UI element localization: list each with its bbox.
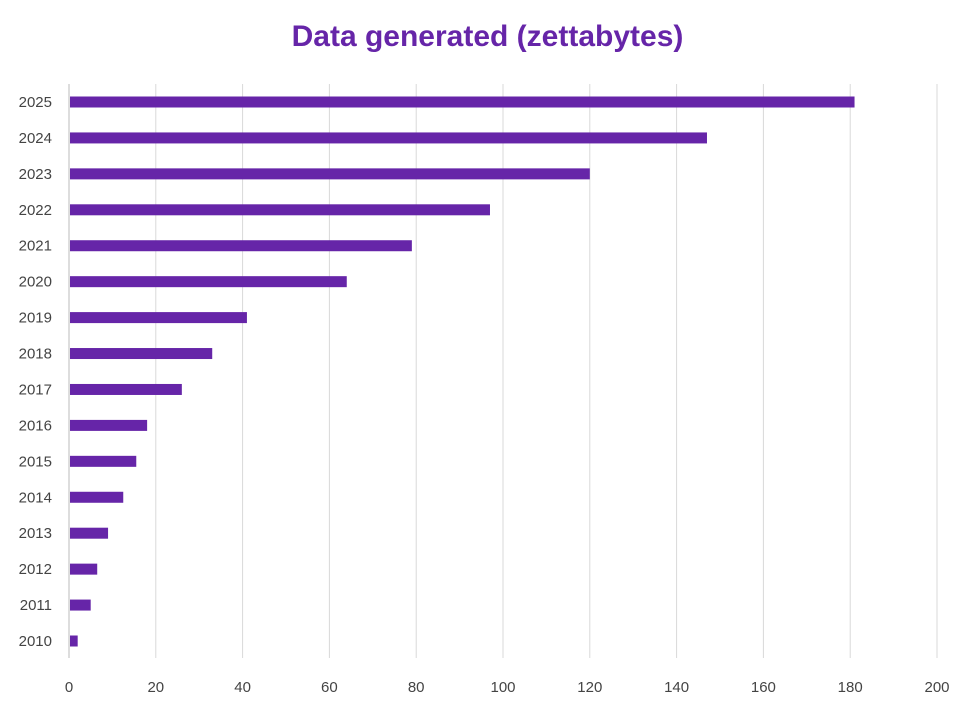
y-tick-label: 2020 (19, 274, 52, 291)
y-tick-label: 2023 (19, 166, 52, 183)
y-tick-label: 2018 (19, 346, 52, 363)
x-tick-label: 140 (664, 679, 689, 696)
x-tick-label: 60 (321, 679, 338, 696)
bar-2021 (70, 240, 412, 252)
y-tick-label: 2012 (19, 561, 52, 578)
y-tick-label: 2014 (19, 489, 52, 506)
y-tick-label: 2022 (19, 202, 52, 219)
y-tick-label: 2025 (19, 94, 52, 111)
y-tick-label: 2016 (19, 417, 52, 434)
x-tick-label: 160 (751, 679, 776, 696)
bar-2011 (70, 599, 91, 611)
chart-title: Data generated (zettabytes) (291, 20, 684, 53)
x-tick-label: 180 (838, 679, 863, 696)
bar-2012 (70, 563, 98, 575)
x-tick-label: 40 (234, 679, 251, 696)
y-tick-label: 2019 (19, 310, 52, 327)
y-tick-label: 2015 (19, 453, 52, 470)
bar-2013 (70, 527, 109, 539)
bar-2025 (70, 96, 855, 108)
y-tick-label: 2024 (19, 130, 52, 147)
x-tick-label: 20 (147, 679, 164, 696)
x-tick-label: 100 (490, 679, 515, 696)
bar-2016 (70, 419, 148, 431)
y-tick-label: 2010 (19, 633, 52, 650)
bar-2017 (70, 383, 182, 395)
bar-2023 (70, 168, 590, 180)
bar-2024 (70, 132, 707, 144)
x-tick-label: 120 (577, 679, 602, 696)
x-tick-label: 200 (924, 679, 949, 696)
x-tick-label: 80 (408, 679, 425, 696)
y-tick-label: 2021 (19, 238, 52, 255)
x-tick-label: 0 (65, 679, 73, 696)
y-tick-label: 2011 (20, 597, 52, 614)
bar-2019 (70, 312, 247, 324)
y-tick-label: 2013 (19, 525, 52, 542)
bar-2014 (70, 491, 124, 503)
y-tick-label: 2017 (19, 381, 52, 398)
bar-2015 (70, 455, 137, 467)
bar-2018 (70, 348, 213, 360)
bar-2020 (70, 276, 347, 288)
bar-2010 (70, 635, 78, 647)
bar-2022 (70, 204, 490, 216)
